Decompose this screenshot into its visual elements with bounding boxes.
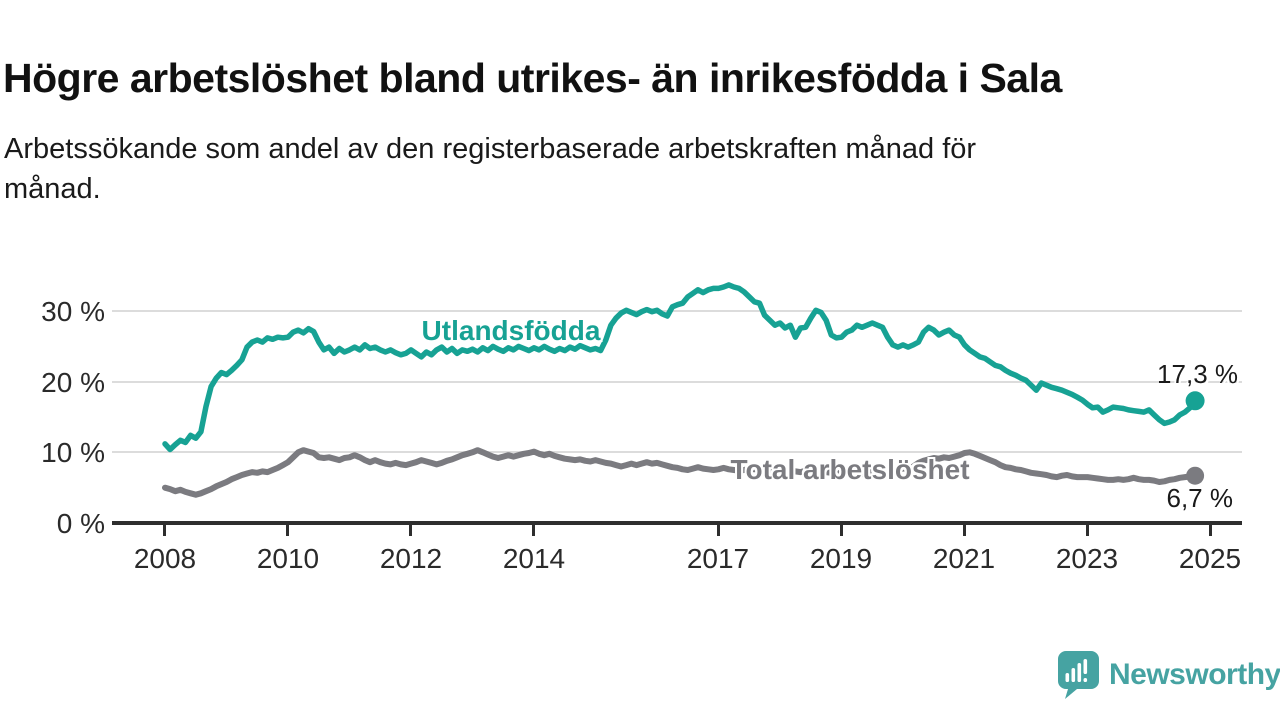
x-tick-label-2008: 2008 — [133, 543, 197, 574]
x-tick-2012 — [409, 525, 412, 536]
utlandsfodda-end-dot — [1185, 391, 1205, 411]
total-arbetsloshet-line — [162, 447, 1199, 498]
series-label-total-arbetsloshet: Total arbetslöshet — [730, 454, 970, 485]
y-tick-label-10: 10 % — [41, 437, 105, 468]
x-axis-line — [112, 521, 1242, 525]
newsworthy-bubble-icon — [1058, 651, 1099, 699]
end-value-label-total: 6,7 % — [1166, 483, 1234, 513]
newsworthy-logo: Newsworthy — [1056, 650, 1280, 700]
total-end-dot — [1186, 466, 1205, 485]
y-tick-label-30: 30 % — [41, 296, 105, 327]
x-tick-2021 — [963, 525, 966, 536]
x-tick-label-2019: 2019 — [809, 543, 873, 574]
x-tick-2025 — [1209, 525, 1212, 536]
y-tick-label-20: 20 % — [41, 367, 105, 398]
x-tick-2023 — [1086, 525, 1089, 536]
x-tick-2008 — [163, 525, 166, 536]
gridline-10 — [112, 451, 1242, 453]
line-chart-canvas — [162, 282, 1205, 498]
subtitle-line-2: månad. — [4, 173, 101, 205]
x-tick-label-2017: 2017 — [686, 543, 750, 574]
x-tick-label-2021: 2021 — [932, 543, 996, 574]
utlandsfodda-line — [162, 282, 1198, 453]
y-tick-label-0: 0 % — [56, 508, 105, 539]
gridline-30 — [112, 310, 1242, 312]
x-tick-label-2010: 2010 — [256, 543, 320, 574]
chart-subtitle: Arbetssökande som andel av den registerb… — [4, 129, 1204, 209]
x-tick-label-2012: 2012 — [379, 543, 443, 574]
gridline-20 — [112, 381, 1242, 383]
series-label-utlandsfodda: Utlandsfödda — [421, 315, 601, 346]
x-tick-2010 — [286, 525, 289, 536]
subtitle-line-1: Arbetssökande som andel av den registerb… — [4, 133, 977, 165]
end-value-label-utlandsfodda: 17,3 % — [1157, 359, 1238, 389]
page-title: Högre arbetslöshet bland utrikes- än inr… — [3, 55, 1062, 102]
x-tick-label-2025: 2025 — [1178, 543, 1242, 574]
x-tick-label-2023: 2023 — [1055, 543, 1119, 574]
x-tick-2017 — [717, 525, 720, 536]
x-tick-2014 — [532, 525, 535, 536]
x-tick-label-2014: 2014 — [502, 543, 566, 574]
newsworthy-wordmark: Newsworthy — [1109, 658, 1280, 691]
x-tick-2019 — [840, 525, 843, 536]
